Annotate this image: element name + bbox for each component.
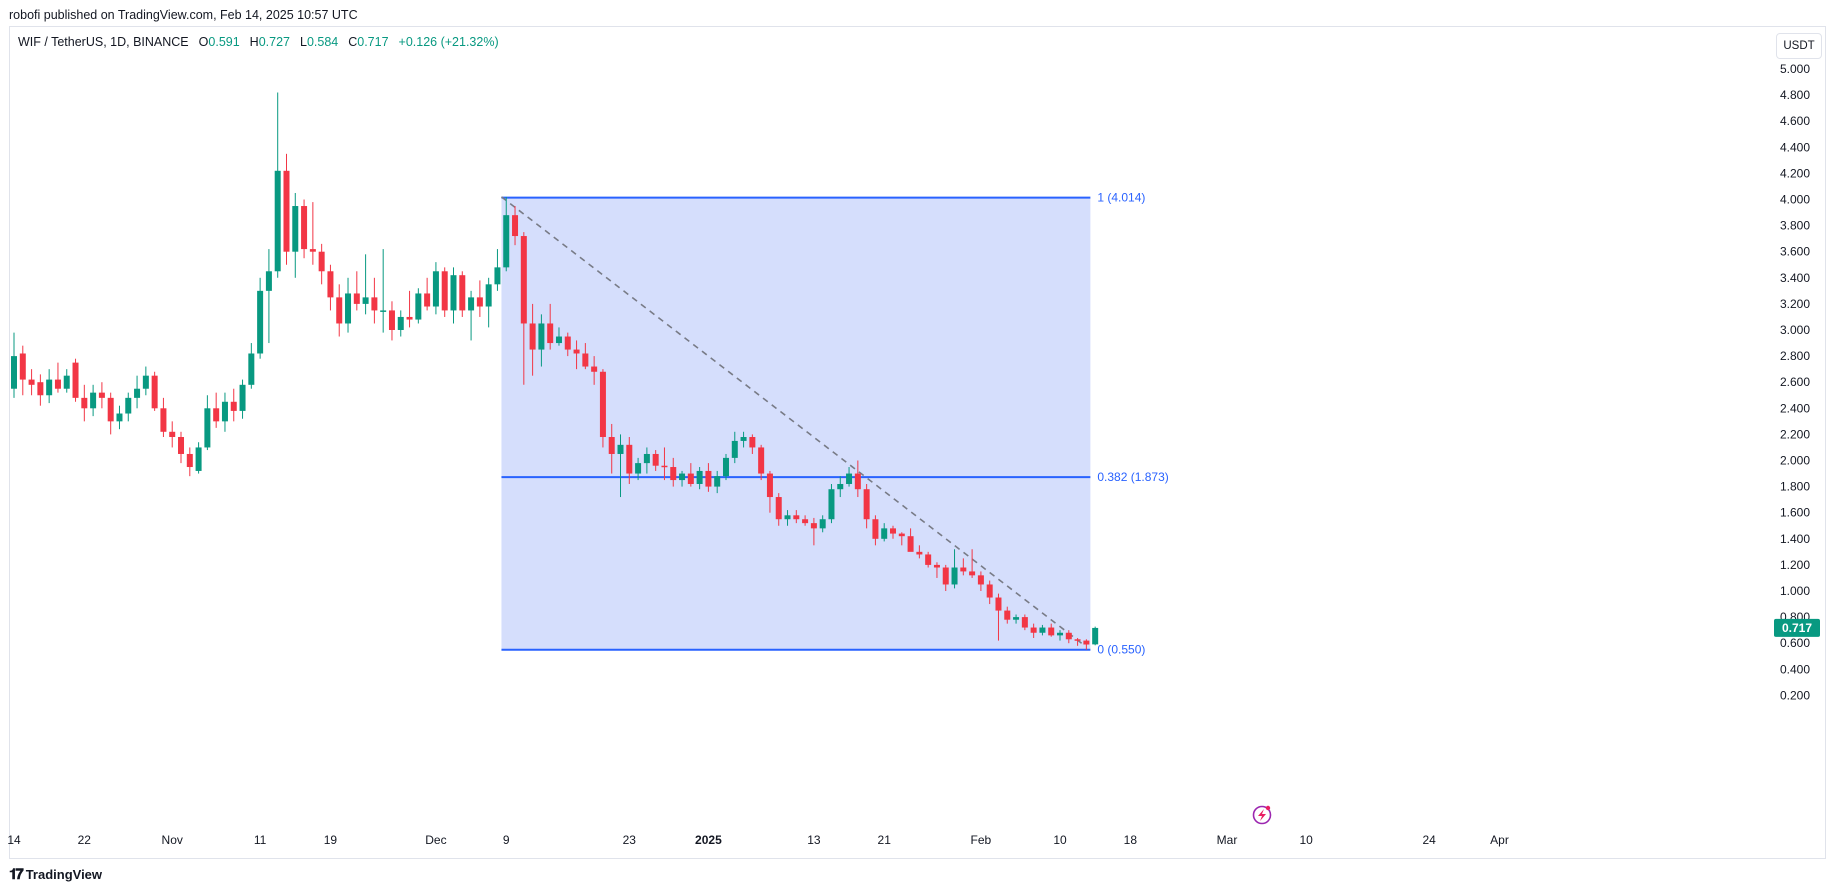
symbol-legend: WIF / TetherUS, 1D, BINANCE O0.591 H0.72… [18, 35, 499, 49]
ohlc-open: O0.591 [198, 35, 240, 49]
currency-selector[interactable]: USDT [1776, 33, 1822, 59]
chart-frame [9, 26, 1826, 859]
ohlc-low: L0.584 [299, 35, 339, 49]
tradingview-logo-icon: 𝟏𝟕 [9, 866, 24, 883]
ohlc-high: H0.727 [249, 35, 290, 49]
ohlc-close: C0.717 [348, 35, 389, 49]
symbol-name[interactable]: WIF / TetherUS, 1D, BINANCE [18, 35, 189, 49]
tradingview-brand[interactable]: 𝟏𝟕 TradingView [9, 866, 102, 883]
brand-name: TradingView [25, 867, 103, 882]
ohlc-change: +0.126 (+21.32%) [398, 35, 499, 49]
publish-info: robofi published on TradingView.com, Feb… [9, 8, 358, 22]
